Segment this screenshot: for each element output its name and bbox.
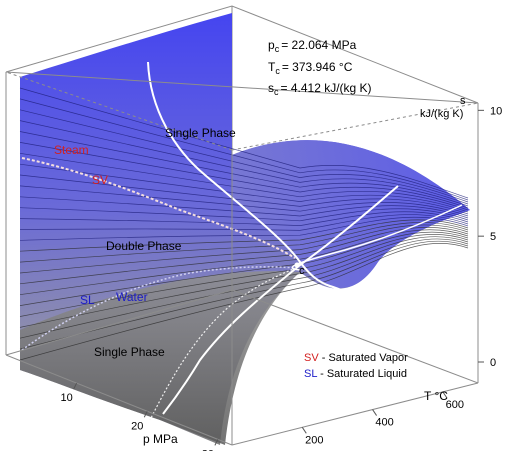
y-axis-tick-label: 600 [446, 399, 464, 411]
isoline [19, 152, 469, 211]
x-axis-label: p MPa [143, 432, 178, 446]
isoline [19, 142, 469, 209]
x-axis-tick [214, 439, 219, 446]
y-axis-tick-label: 200 [305, 434, 323, 446]
svg-text:pc= 22.064 MPa: pc = 22.064 MPa [268, 38, 357, 54]
isoline [19, 120, 469, 205]
sv-label: SV [92, 173, 108, 187]
legend-sl-abbr: SL [304, 368, 317, 380]
critical-properties: pc = 22.064 MPa Tc = 373.946 °C sc = 4.412 … [268, 38, 372, 97]
legend: SV - Saturated Vapor SL - Saturated Liqu… [304, 352, 408, 380]
axis-ticks: 0 5 10 10 20 30 200 400 600 [61, 105, 503, 451]
y-axis-tick [442, 391, 448, 399]
y-axis-tick [301, 427, 307, 434]
legend-sv-abbr: SV [304, 352, 319, 364]
isoline [19, 211, 469, 226]
isoline [19, 185, 469, 217]
isoline [19, 240, 469, 350]
x-axis-tick [143, 411, 148, 418]
region-label-middle: Double Phase [106, 239, 182, 253]
critical-point-label: c [299, 265, 305, 277]
region-label-bottom: Single Phase [94, 345, 165, 359]
critical-isobar [162, 185, 399, 415]
saturation-curves [21, 61, 463, 421]
isoline [19, 214, 469, 231]
isoline [19, 231, 469, 306]
entropy-surface [20, 13, 470, 445]
x-axis-tick-label: 30 [202, 448, 214, 451]
bounding-box-front [5, 71, 479, 446]
z-axis-tick-label: 10 [490, 105, 502, 117]
isoline [19, 207, 469, 222]
isoline [19, 238, 469, 339]
isoline [19, 243, 469, 361]
svg-text:sc= 4.412 kJ/(kg K): sc = 4.412 kJ/(kg K) [268, 81, 372, 97]
isoline [19, 109, 469, 203]
water-label: Water [116, 290, 148, 304]
svg-text:Tc= 373.946 °C: Tc = 373.946 °C [268, 60, 353, 76]
z-axis-label-unit: kJ/(kg K) [420, 108, 463, 120]
isobar-liquid [149, 267, 297, 421]
y-axis-label: T °C [424, 389, 448, 403]
legend-sv-text: - Saturated Vapor [319, 352, 408, 364]
isoline [19, 196, 469, 219]
isoline [19, 87, 469, 199]
saturated-liquid-curve [21, 266, 297, 351]
isoline [19, 216, 469, 241]
isolines [19, 87, 469, 361]
y-axis-tick-label: 400 [375, 417, 393, 429]
isoline [19, 236, 469, 328]
legend-sl-text: - Saturated Liquid [317, 368, 407, 380]
sl-label: SL [80, 293, 95, 307]
isoline [19, 98, 469, 201]
isobar-high [291, 204, 463, 271]
isoline [19, 229, 469, 296]
isoline [19, 163, 469, 213]
steam-label: Steam [54, 143, 89, 157]
critical-isotherm [147, 61, 371, 321]
isoline [19, 222, 469, 263]
isoline [19, 131, 469, 207]
z-axis-label-symbol: s [460, 95, 466, 107]
z-axis-tick-label: 5 [490, 231, 496, 243]
x-axis-tick-label: 20 [131, 420, 143, 432]
z-axis-tick-label: 0 [490, 357, 496, 369]
critical-point-marker [294, 262, 300, 268]
x-axis-tick [73, 382, 78, 390]
svg-text:SV - Saturated Vapor: SV - Saturated Vapor [304, 352, 408, 364]
isoline [19, 219, 469, 252]
svg-text:SL - Saturated Liquid: SL - Saturated Liquid [304, 368, 407, 380]
saturated-vapor-curve [21, 157, 296, 259]
x-axis-tick-label: 10 [61, 392, 73, 404]
isoline [19, 174, 469, 215]
region-label-top: Single Phase [165, 126, 236, 140]
y-axis-tick [372, 409, 377, 416]
